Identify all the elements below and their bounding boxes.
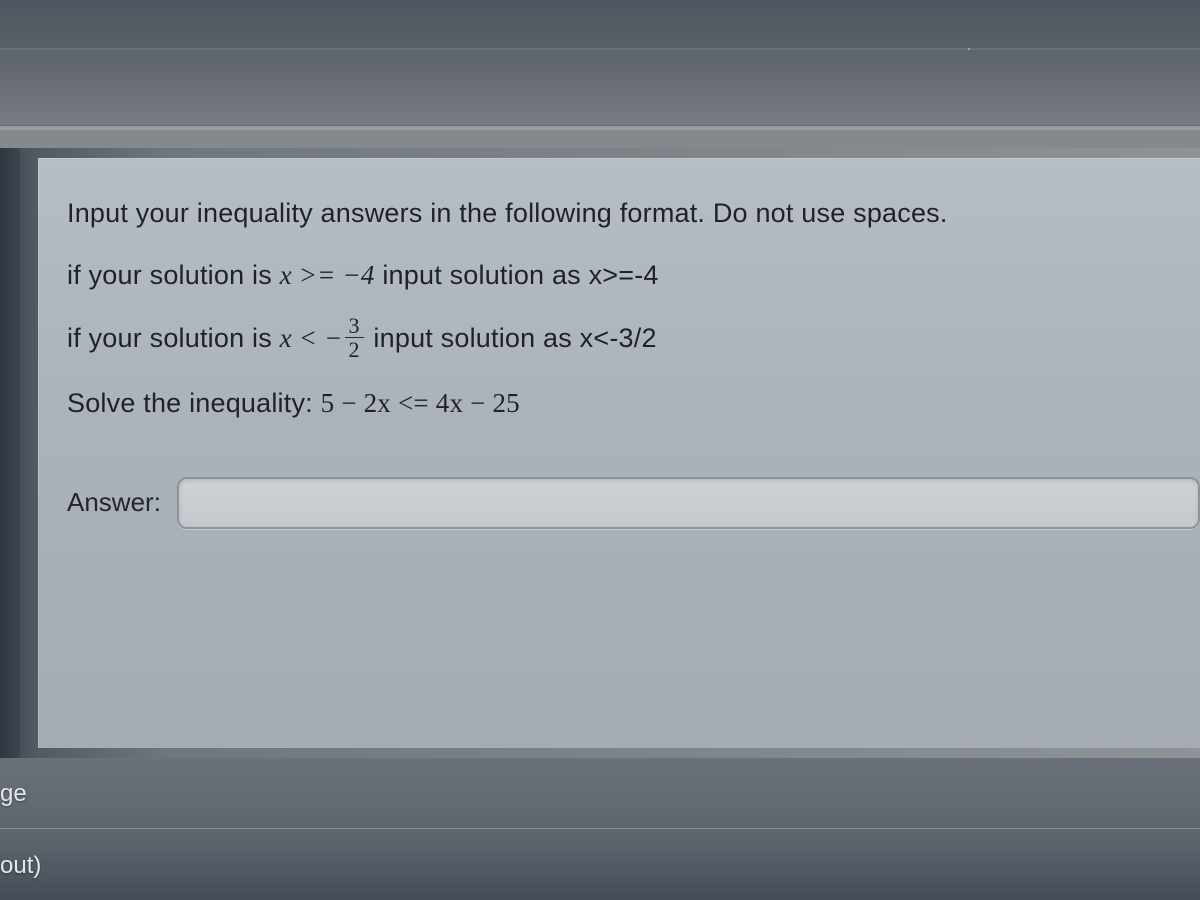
instruction-line-2: if your solution is x >= −4 input soluti…: [67, 255, 1200, 297]
instruction-line-1: Input your inequality answers in the fol…: [67, 193, 1200, 235]
line3-suffix: input solution as x<-3/2: [366, 323, 657, 353]
question-card: Input your inequality answers in the fol…: [38, 158, 1200, 748]
footer-fragment-ge: ge: [0, 780, 27, 808]
page-footer-area: [0, 758, 1200, 900]
footer-separator: [0, 828, 1200, 829]
fraction-denominator: 2: [345, 338, 364, 361]
line4-prefix: Solve the inequality:: [67, 388, 321, 418]
line2-suffix: input solution as x>=-4: [375, 260, 659, 290]
footer-fragment-out: out): [0, 852, 41, 880]
solve-line: Solve the inequality: 5 − 2x <= 4x − 25: [67, 383, 1200, 425]
line2-prefix: if your solution is: [67, 260, 280, 290]
line3-math-before-frac: x < −: [280, 323, 343, 353]
fraction-numerator: 3: [345, 315, 364, 338]
content-band: Input your inequality answers in the fol…: [0, 148, 1200, 758]
instruction-line-3: if your solution is x < −32 input soluti…: [67, 317, 1200, 363]
fraction-3-over-2: 32: [345, 315, 364, 361]
window-top-chrome: [0, 0, 1200, 130]
answer-input[interactable]: [177, 477, 1200, 529]
line3-prefix: if your solution is: [67, 323, 280, 353]
answer-row: Answer:: [67, 477, 1200, 529]
answer-label: Answer:: [67, 487, 161, 518]
line2-math: x >= −4: [280, 260, 375, 290]
line4-math: 5 − 2x <= 4x − 25: [321, 388, 520, 418]
left-gutter: [0, 148, 20, 758]
